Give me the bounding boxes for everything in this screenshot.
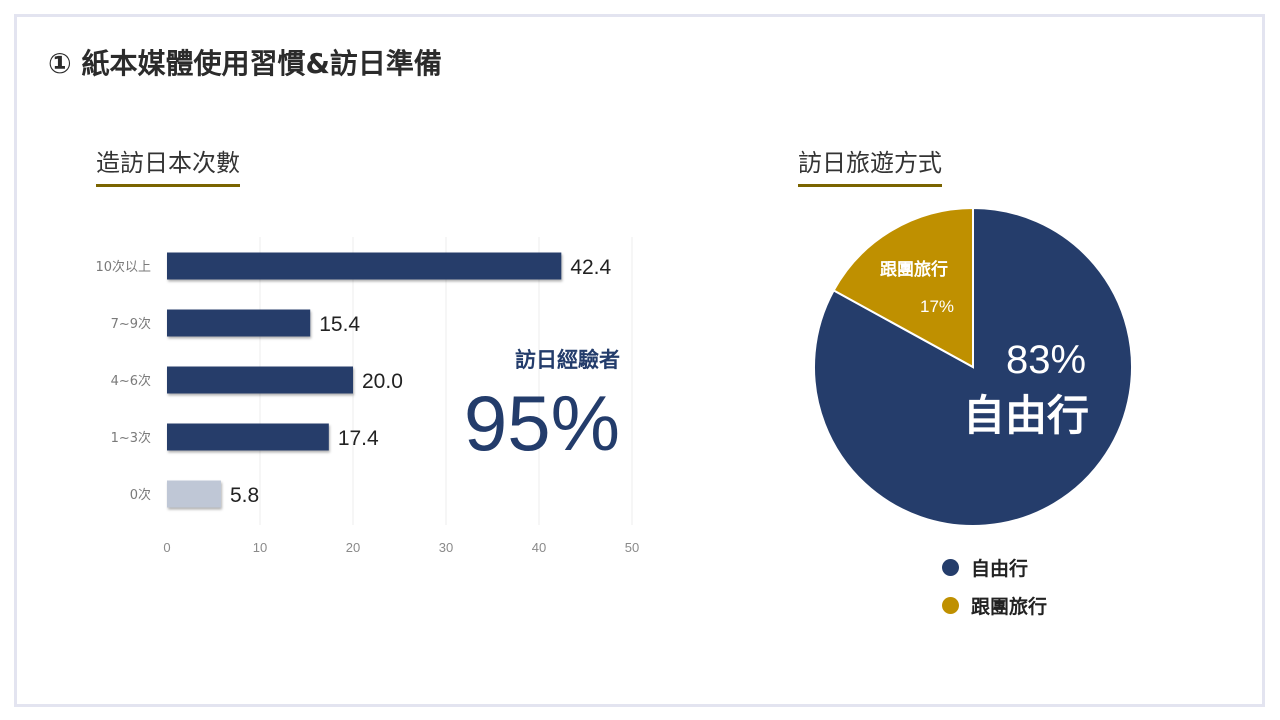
legend-item-independent: 自由行: [942, 548, 1047, 586]
x-tick-label: 0: [163, 540, 170, 555]
legend-swatch-independent: [942, 558, 959, 576]
bar-value-label: 17.4: [338, 427, 379, 450]
y-category-label: 0次: [130, 487, 151, 503]
legend-swatch-group-tour: [942, 596, 959, 614]
pie-minor-percent: 17%: [920, 297, 954, 316]
visit-count-bar-chart: 0 10 20 30 40 50 10次以上 42.4 7~9次 15.4 4~6次 20.0 1~3次…: [95, 237, 639, 555]
pie-chart-title: 訪日旅遊方式: [798, 143, 942, 187]
x-tick-label: 10: [253, 540, 267, 555]
bar-4: [167, 480, 221, 508]
x-tick-label: 50: [625, 540, 639, 555]
pie-main-percent: 83%: [1006, 338, 1086, 382]
x-tick-label: 20: [346, 540, 360, 555]
bar-chart-title: 造訪日本次數: [96, 143, 240, 187]
pie-slice-1: [832, 206, 974, 369]
bar-2: [167, 366, 353, 394]
pie-main-label: 自由行: [963, 391, 1089, 440]
y-category-label: 4~6次: [111, 373, 151, 389]
bar-1: [167, 309, 311, 337]
y-category-label: 7~9次: [111, 316, 151, 332]
legend-item-group-tour: 跟團旅行: [942, 586, 1047, 624]
x-tick-label: 40: [532, 540, 546, 555]
bar-3: [167, 423, 329, 451]
legend-label-group-tour: 跟團旅行: [971, 595, 1048, 618]
bar-value-label: 20.0: [362, 370, 403, 393]
travel-style-pie-chart: 83% 自由行 跟團旅行 17%: [813, 206, 1133, 527]
bar-value-label: 15.4: [319, 313, 360, 336]
y-category-label: 1~3次: [111, 430, 151, 446]
pie-minor-label: 跟團旅行: [880, 259, 948, 280]
visitor-callout-value: 95%: [463, 379, 620, 467]
visitor-callout-label: 訪日經驗者: [515, 348, 620, 372]
y-category-label: 10次以上: [95, 259, 151, 275]
pie-legend: 自由行 跟團旅行: [942, 548, 1047, 624]
slide-title: ① 紙本媒體使用習慣&訪日準備: [48, 47, 442, 80]
bar-value-label: 42.4: [570, 256, 611, 279]
bar-value-label: 5.8: [230, 484, 259, 507]
legend-label-independent: 自由行: [971, 557, 1029, 580]
bar-0: [167, 252, 562, 280]
x-tick-label: 30: [439, 540, 453, 555]
